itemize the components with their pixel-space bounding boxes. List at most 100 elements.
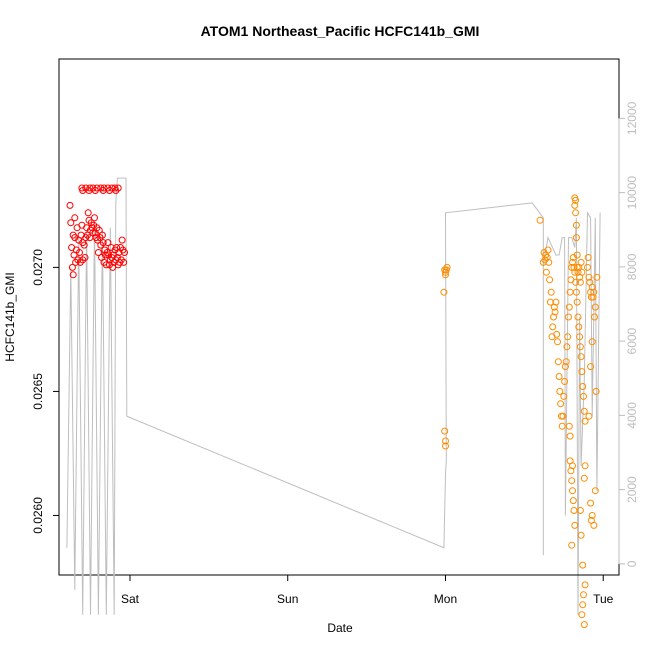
data-point — [588, 338, 596, 346]
data-point — [573, 263, 581, 271]
data-point — [556, 387, 564, 395]
data-point — [569, 497, 577, 505]
data-point — [574, 268, 582, 276]
data-point — [588, 512, 596, 519]
data-point — [98, 231, 106, 239]
data-point — [554, 358, 562, 366]
data-point — [577, 353, 585, 361]
data-point — [118, 236, 126, 244]
data-point — [443, 263, 451, 271]
y-tick-label: 0.0260 — [31, 497, 45, 534]
data-point — [569, 462, 576, 470]
data-point — [571, 521, 579, 529]
y2-tick-label: 8000 — [625, 253, 639, 280]
data-point — [578, 268, 586, 276]
data-point — [568, 477, 576, 485]
data-point — [542, 268, 550, 276]
data-point — [572, 221, 580, 229]
y2-tick-label: 6000 — [625, 327, 639, 354]
data-point — [545, 258, 553, 266]
data-point — [550, 313, 557, 321]
data-point — [591, 313, 598, 321]
data-point — [546, 276, 554, 284]
data-point — [544, 246, 552, 254]
data-point — [563, 343, 571, 351]
data-point — [580, 474, 588, 482]
data-point — [79, 256, 87, 264]
x-tick-label: Sat — [121, 592, 140, 606]
data-point — [588, 283, 596, 291]
data-point — [570, 263, 578, 271]
data-point — [66, 201, 74, 209]
y-tick-label: 0.0270 — [31, 249, 45, 286]
data-point — [551, 308, 559, 316]
data-point — [442, 271, 449, 279]
data-point — [581, 581, 589, 589]
data-point — [565, 313, 572, 321]
data-point — [76, 249, 83, 256]
data-point — [80, 241, 88, 249]
data-point — [562, 358, 570, 366]
data-point — [574, 313, 582, 321]
data-point — [543, 254, 551, 261]
data-point — [576, 343, 584, 351]
data-point — [550, 303, 558, 311]
data-point — [572, 196, 580, 204]
data-point — [569, 487, 576, 495]
data-point — [587, 499, 595, 507]
data-point — [85, 216, 93, 224]
data-point — [578, 611, 586, 619]
data-point — [94, 249, 102, 256]
data-point — [565, 303, 573, 311]
data-point — [576, 507, 584, 514]
data-point — [109, 263, 117, 271]
data-point — [585, 412, 593, 420]
data-point — [587, 363, 595, 371]
data-point — [95, 226, 103, 234]
data-point — [442, 442, 449, 450]
data-point — [581, 462, 589, 470]
data-point — [590, 521, 598, 529]
y2-tick-label: 4000 — [625, 402, 639, 429]
data-point — [573, 298, 581, 306]
x-axis-label: Date — [327, 621, 353, 635]
data-point — [572, 278, 580, 286]
data-point — [121, 249, 128, 256]
data-point — [589, 293, 597, 301]
data-point — [555, 373, 563, 380]
data-point — [572, 234, 580, 242]
plot-area-border — [58, 58, 620, 576]
data-point — [71, 214, 79, 222]
data-point — [577, 258, 585, 266]
data-point — [578, 368, 586, 376]
data-point — [579, 383, 587, 390]
data-point — [567, 467, 575, 475]
y-axis-label: HCFC141b_GMI — [3, 272, 17, 361]
data-point — [91, 214, 98, 222]
y-tick-label: 0.0265 — [31, 373, 45, 410]
data-point — [572, 209, 580, 217]
y-axis-right: 0 2000 4000 6000 8000 10000 12000 — [618, 101, 639, 567]
data-point — [553, 330, 561, 338]
data-point — [552, 298, 560, 306]
data-point — [99, 239, 107, 247]
data-point — [591, 487, 599, 495]
data-point — [67, 219, 75, 227]
data-point — [579, 561, 587, 569]
data-point — [68, 263, 76, 271]
y2-tick-label: 10000 — [625, 176, 639, 210]
data-point — [84, 209, 92, 217]
altitude-line — [66, 177, 601, 615]
data-point — [569, 258, 576, 266]
data-point — [440, 288, 448, 296]
data-point — [112, 187, 120, 194]
data-point — [561, 378, 569, 385]
data-point — [549, 323, 557, 331]
data-point — [560, 392, 568, 400]
chart-title: ATOM1 Northeast_Pacific HCFC141b_GMI — [201, 23, 480, 39]
data-point — [89, 229, 97, 237]
data-point — [579, 601, 587, 609]
data-point — [568, 541, 576, 549]
